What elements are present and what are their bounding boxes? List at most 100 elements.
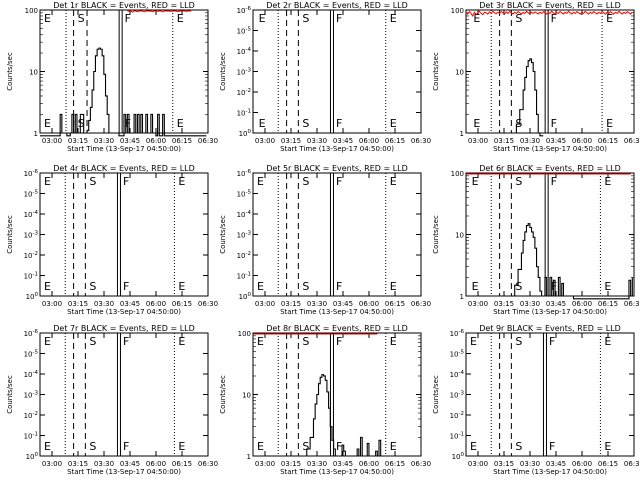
x-tick-label: 06:15 <box>385 460 405 468</box>
x-tick-label: 03:45 <box>546 460 566 468</box>
x-axis-label: Start Time (13-Sep-17 04:50:00) <box>493 145 607 153</box>
marker-label-s: S <box>515 280 522 293</box>
marker-label-s: S <box>89 440 96 453</box>
y-tick-label: 10-1 <box>237 109 251 118</box>
marker-label-e: E <box>44 280 51 293</box>
marker-label-e: E <box>259 12 266 25</box>
x-tick-label: 03:00 <box>42 300 62 308</box>
marker-label-e: E <box>390 117 397 130</box>
marker-label-e: E <box>473 12 480 25</box>
y-axis-label: Counts/sec <box>6 52 14 91</box>
y-tick-label: 10-4 <box>24 370 39 379</box>
y-tick-label: 1 <box>247 453 251 461</box>
y-tick-label: 10-5 <box>237 27 252 36</box>
marker-label-s: S <box>515 440 522 453</box>
y-tick-label: 100 <box>238 330 251 338</box>
marker-label-e: E <box>390 280 397 293</box>
x-tick-label: 06:00 <box>146 137 166 145</box>
marker-label-s: S <box>302 280 309 293</box>
y-tick-label: 10 <box>29 69 38 77</box>
panel-title: Det 2r BLACK = Events, RED = LLD <box>266 1 408 10</box>
x-tick-label: 03:30 <box>94 460 114 468</box>
x-tick-label: 03:00 <box>42 137 62 145</box>
y-tick-label: 100 <box>25 7 38 15</box>
marker-label-s: S <box>515 335 522 348</box>
x-tick-label: 03:15 <box>68 460 88 468</box>
x-tick-label: 06:30 <box>624 460 640 468</box>
x-tick-label: 03:30 <box>307 137 327 145</box>
y-tick-label: 10-2 <box>24 251 38 260</box>
x-axis-label: Start Time (13-Sep-17 04:50:00) <box>493 308 607 316</box>
x-tick-label: 03:15 <box>494 460 514 468</box>
marker-label-e: E <box>257 175 264 188</box>
marker-label-f: F <box>336 175 342 188</box>
x-tick-label: 03:00 <box>468 460 488 468</box>
x-tick-label: 03:00 <box>468 300 488 308</box>
marker-label-s: S <box>89 335 96 348</box>
y-tick-label: 10-2 <box>450 411 464 420</box>
y-tick-label: 10-2 <box>237 88 251 97</box>
marker-label-e: E <box>604 175 611 188</box>
marker-label-f: F <box>551 12 557 25</box>
marker-label-e: E <box>177 12 184 25</box>
y-tick-label: 10-3 <box>237 231 252 240</box>
x-tick-label: 06:00 <box>359 300 379 308</box>
x-tick-label: 06:00 <box>572 300 592 308</box>
y-tick-label: 10-2 <box>237 251 251 260</box>
x-tick-label: 06:15 <box>598 460 618 468</box>
y-axis-label: Counts/sec <box>432 375 440 414</box>
x-tick-label: 03:30 <box>520 300 540 308</box>
marker-label-f: F <box>336 335 342 348</box>
y-axis-label: Counts/sec <box>6 215 14 254</box>
x-tick-label: 03:45 <box>546 137 566 145</box>
x-tick-label: 03:45 <box>333 137 353 145</box>
x-tick-label: 06:15 <box>598 137 618 145</box>
x-tick-label: 06:00 <box>572 137 592 145</box>
y-tick-label: 10-3 <box>450 391 465 400</box>
y-tick-label: 10 <box>242 392 251 400</box>
marker-label-e: E <box>178 280 185 293</box>
x-tick-label: 03:15 <box>281 300 301 308</box>
y-tick-label: 10-6 <box>24 169 39 178</box>
y-tick-label: 100 <box>451 170 464 178</box>
panel-title: Det 8r BLACK = Events, RED = LLD <box>266 324 408 333</box>
marker-label-e: E <box>178 175 185 188</box>
y-tick-label: 100 <box>26 292 39 301</box>
x-axis-label: Start Time (13-Sep-17 04:50:00) <box>280 145 394 153</box>
marker-label-e: E <box>177 117 184 130</box>
y-tick-label: 100 <box>26 452 39 461</box>
marker-label-s: S <box>302 335 309 348</box>
x-tick-label: 06:30 <box>198 460 218 468</box>
y-tick-label: 10 <box>455 69 464 77</box>
y-tick-label: 100 <box>452 452 465 461</box>
marker-label-s: S <box>78 12 85 25</box>
x-tick-label: 03:15 <box>281 137 301 145</box>
x-tick-label: 06:30 <box>411 137 431 145</box>
marker-label-f: F <box>551 175 557 188</box>
y-tick-label: 10-5 <box>24 190 39 199</box>
x-tick-label: 03:45 <box>120 300 140 308</box>
chart-panel-4: Det 4r BLACK = Events, RED = LLD 100 10-1 1… <box>6 164 218 316</box>
marker-label-f: F <box>123 175 129 188</box>
x-tick-label: 06:15 <box>385 137 405 145</box>
series-events-line <box>303 374 388 457</box>
x-tick-label: 03:45 <box>333 460 353 468</box>
marker-label-f: F <box>336 117 342 130</box>
y-tick-label: 10-1 <box>450 432 464 441</box>
x-axis-label: Start Time (13-Sep-17 04:50:00) <box>67 145 181 153</box>
marker-label-f: F <box>123 280 129 293</box>
x-axis-label: Start Time (13-Sep-17 04:50:00) <box>280 308 394 316</box>
marker-label-e: E <box>44 175 51 188</box>
marker-label-e: E <box>44 117 51 130</box>
y-axis-label: Counts/sec <box>6 375 14 414</box>
y-tick-label: 10-6 <box>237 6 252 15</box>
marker-label-e: E <box>604 440 611 453</box>
series-lld-line <box>465 10 633 17</box>
y-axis-label: Counts/sec <box>432 52 440 91</box>
x-axis-label: Start Time (13-Sep-17 04:50:00) <box>67 468 181 476</box>
x-tick-label: 06:30 <box>198 137 218 145</box>
marker-label-e: E <box>257 280 264 293</box>
panel-title: Det 4r BLACK = Events, RED = LLD <box>53 164 195 173</box>
marker-label-s: S <box>302 175 309 188</box>
y-tick-label: 10-2 <box>24 411 38 420</box>
